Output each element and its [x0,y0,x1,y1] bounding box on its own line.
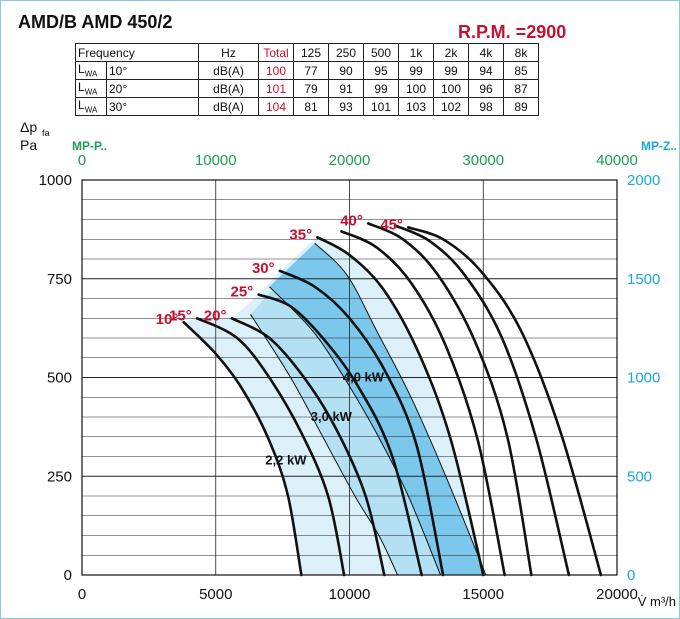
y-tick-label: 500 [47,370,72,387]
motor-line [268,286,441,576]
fan-curve [278,269,445,577]
row-angle: 10° [106,61,199,80]
row-value: 89 [503,97,539,116]
row-value: 81 [293,97,329,116]
header-cell: 125 [293,43,329,62]
row-value: 77 [293,61,329,80]
top-axis-label: MP-P.. [72,139,107,153]
right-axis-tick: 2000 [627,172,660,189]
fan-curve [182,320,303,577]
x-tick-label: 0 [78,586,86,603]
noise-table: Frequency Hz Total 125 250 500 1k 2k 4k … [75,43,539,116]
curve-label: 35° [289,226,312,243]
right-axis-tick: 1000 [627,370,660,387]
top-axis-tick: 30000 [462,152,504,169]
y-tick-label: 750 [47,271,72,288]
rpm-label: R.P.M. =2900 [458,22,567,42]
fan-curve [393,224,571,577]
row-value: 98 [468,97,504,116]
motor-line [314,242,487,576]
row-value: 93 [328,97,364,116]
top-axis-tick: 0 [78,152,86,169]
motor-label: 2,2 kW [265,452,307,467]
y-tick-label: 0 [64,567,72,584]
curve-label: 45° [380,216,403,233]
fan-curve [195,317,346,577]
row-value: 102 [433,97,469,116]
motor-line [250,314,399,576]
top-axis-tick: 10000 [195,152,237,169]
right-axis-label: MP-Z.. [641,139,677,153]
row-angle: 30° [106,97,199,116]
row-total: 101 [258,79,294,98]
row-value: 94 [468,61,504,80]
curve-label: 25° [231,284,254,301]
x-tick-label: 5000 [199,586,232,603]
page-title: AMD/B AMD 450/2 [18,12,173,32]
y-axis-label-sub: fa [42,128,50,138]
curve-label: 30° [252,260,275,277]
noise-table-row: LWA 20° dB(A) 101 79 91 99 100 100 96 87 [75,79,539,98]
x-tick-label: 10000 [329,586,371,603]
x-tick-label: 15000 [462,586,504,603]
fan-curve [340,230,506,577]
row-total: 104 [258,97,294,116]
right-axis-tick: 1500 [627,271,660,288]
fan-curve [316,236,485,577]
curve-label: 15° [169,307,192,324]
right-axis-tick: 0 [627,567,635,584]
top-axis-tick: 40000 [596,152,638,169]
fan-curve [407,226,603,577]
y-axis-unit: Pa [20,137,37,153]
row-value: 87 [503,79,539,98]
row-value: 101 [363,97,399,116]
header-cell: 250 [328,43,364,62]
right-axis-tick: 500 [627,468,652,485]
motor-label: 3,0 kW [311,409,353,424]
noise-table-header: Frequency Hz Total 125 250 500 1k 2k 4k … [75,43,539,62]
zone-dark [269,243,486,575]
x-tick-label: 20000 [596,586,638,603]
curve-label: 10° [156,311,179,328]
y-axis-label: Δp [20,119,37,135]
top-axis-tick: 20000 [329,152,371,169]
noise-table-row: LWA 30° dB(A) 104 81 93 101 103 102 98 8… [75,97,539,116]
motor-label: 4,0 kW [343,369,385,384]
y-tick-label: 1000 [39,172,72,189]
plot-border [81,179,618,576]
y-tick-label: 250 [47,468,72,485]
fan-curve [366,222,533,577]
curve-label: 40° [340,212,363,229]
x-axis-label: V̇ m³/h [638,594,676,609]
curve-label: 20° [204,307,227,324]
fan-curve [230,317,386,577]
fan-curve [257,293,423,577]
